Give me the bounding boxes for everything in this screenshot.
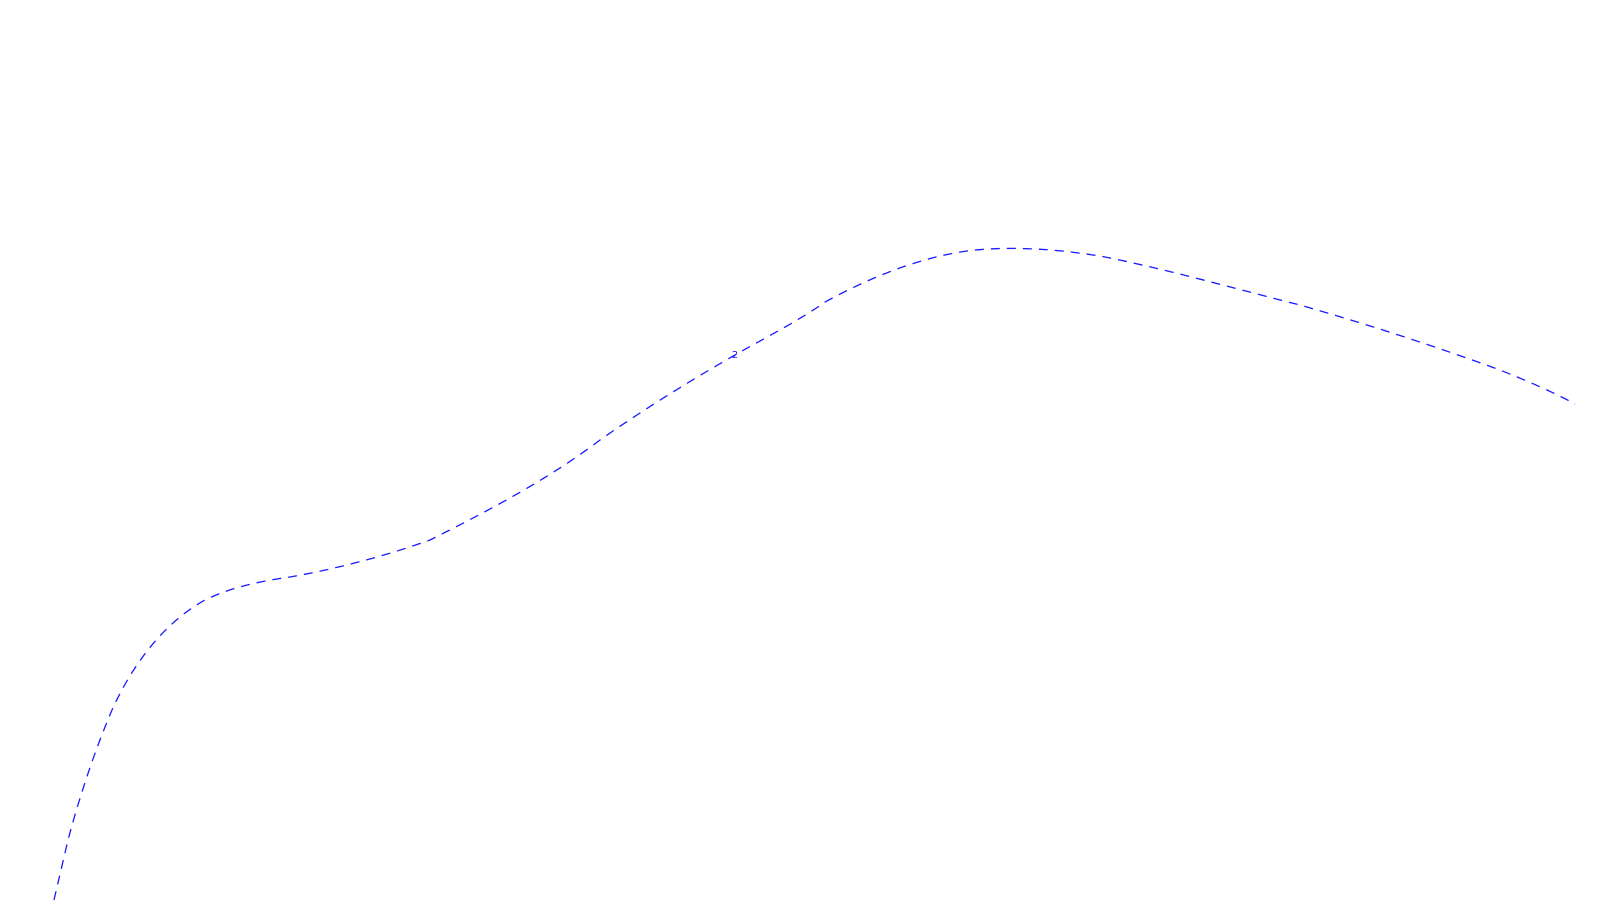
- contour-value-label: 2: [732, 350, 738, 361]
- contour-line: [53, 247, 1576, 900]
